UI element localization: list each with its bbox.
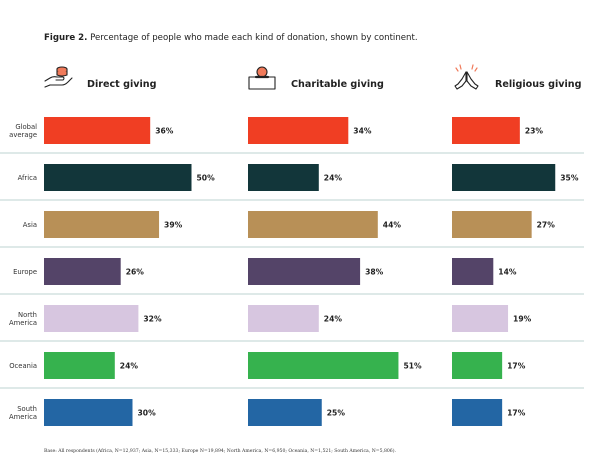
bar — [44, 164, 192, 191]
figure-title: Percentage of people who made each kind … — [90, 33, 418, 43]
bar — [248, 211, 378, 238]
bar-value-label: 34% — [353, 127, 372, 136]
panel-title-2: Religious giving — [495, 79, 582, 90]
bar-value-label: 39% — [164, 221, 183, 230]
bar — [452, 164, 556, 191]
category-label: Africa — [18, 174, 37, 182]
category-label: Global average — [9, 123, 37, 139]
bar — [44, 258, 121, 285]
bar — [452, 211, 532, 238]
bar — [248, 352, 399, 379]
bar-value-label: 38% — [365, 268, 384, 277]
panel-title-1: Charitable giving — [291, 79, 384, 90]
bar — [44, 305, 139, 332]
bar — [248, 164, 319, 191]
bar-value-label: 24% — [324, 174, 343, 183]
bar — [452, 117, 520, 144]
figure-caption: Figure 2. Percentage of people who made … — [44, 33, 418, 43]
bar — [44, 211, 160, 238]
bar-value-label: 17% — [507, 409, 526, 418]
bar — [452, 399, 503, 426]
category-label: Asia — [23, 221, 37, 229]
bar — [452, 352, 503, 379]
bar-value-label: 14% — [498, 268, 517, 277]
bar-value-label: 17% — [507, 362, 526, 371]
bar-value-label: 26% — [126, 268, 145, 277]
bar — [452, 305, 509, 332]
bar — [248, 117, 349, 144]
category-label: South America — [9, 405, 37, 421]
bar — [44, 117, 151, 144]
bar — [44, 399, 133, 426]
bar-value-label: 23% — [525, 127, 544, 136]
row-separators — [0, 152, 584, 389]
category-labels: Global average Africa Asia Europe North Americ… — [9, 123, 37, 421]
bar-value-label: 44% — [383, 221, 402, 230]
bar-value-label: 24% — [120, 362, 139, 371]
bar — [44, 352, 115, 379]
bar — [248, 258, 361, 285]
bar-value-label: 36% — [155, 127, 174, 136]
bar-value-label: 30% — [138, 409, 157, 418]
bar-value-label: 19% — [513, 315, 532, 324]
base-footnote: Base: All respondents (Africa, N=12,937;… — [44, 449, 396, 454]
panel-headers: Direct giving Charitable giving Religious … — [87, 79, 582, 90]
figure-number: Figure 2. — [44, 33, 88, 43]
charity-box-icon — [248, 66, 276, 90]
category-label: North America — [9, 311, 37, 327]
category-label: Oceania — [9, 362, 37, 370]
praying-hands-icon — [454, 64, 479, 90]
panel-title-0: Direct giving — [87, 79, 157, 90]
bar — [452, 258, 494, 285]
bar-value-label: 27% — [537, 221, 556, 230]
bar — [248, 399, 322, 426]
bar — [248, 305, 319, 332]
bar-value-label: 51% — [403, 362, 422, 371]
bar-value-label: 24% — [324, 315, 343, 324]
bar-value-label: 32% — [143, 315, 162, 324]
bar-value-label: 35% — [560, 174, 579, 183]
bar-value-label: 25% — [327, 409, 346, 418]
bars: 36% 50% 39% 26% 32% 24% 30% 34% 24% 44% 38% 24% 51% 2… — [44, 117, 579, 426]
bar-value-label: 50% — [197, 174, 216, 183]
hand-coins-icon — [44, 66, 73, 88]
category-label: Europe — [13, 268, 37, 276]
